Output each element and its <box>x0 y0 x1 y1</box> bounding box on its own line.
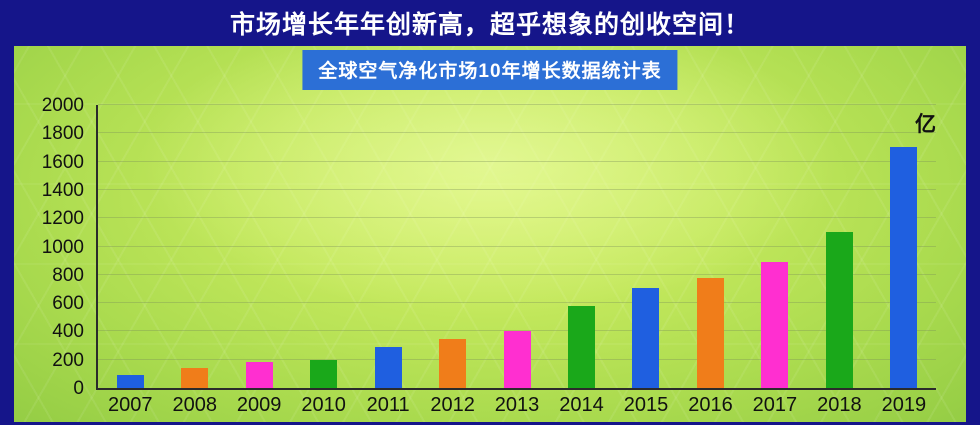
y-axis-labels: 0 200 400 600 800 1000 1200 1400 1600 1800 2000 <box>14 95 90 399</box>
y-tick-label: 1800 <box>41 123 84 145</box>
y-tick-label: 2000 <box>41 95 84 116</box>
bar-cell <box>678 105 742 388</box>
bar <box>181 368 209 388</box>
y-tick-label: 1400 <box>41 179 84 201</box>
x-tick-label: 2011 <box>366 394 410 416</box>
bar-cell <box>356 105 420 388</box>
bar <box>632 288 660 388</box>
bar-cell <box>549 105 613 388</box>
bar <box>310 359 338 388</box>
x-tick-label: 2015 <box>623 394 669 416</box>
y-tick-label: 800 <box>52 264 84 286</box>
x-tick-label: 2019 <box>881 394 927 416</box>
y-tick-label: 600 <box>52 293 84 315</box>
x-tick-label: 2007 <box>107 394 153 416</box>
right-blue-strip <box>966 0 980 425</box>
x-tick-label: 2008 <box>172 394 217 416</box>
gridline <box>98 330 936 332</box>
x-tick-label: 2013 <box>494 394 540 416</box>
left-blue-strip <box>0 0 14 425</box>
y-tick-label: 400 <box>52 321 84 343</box>
bar <box>245 361 273 388</box>
bar <box>890 146 918 388</box>
x-axis-labels: 2007 2008 2009 2010 2011 2012 2013 2014 2015 2016… <box>98 394 936 422</box>
bar-cell <box>485 105 549 388</box>
x-tick-label: 2018 <box>817 394 862 416</box>
bar <box>761 262 789 388</box>
y-tick-label: 1000 <box>41 236 84 258</box>
bar <box>825 232 853 388</box>
x-tick-label: 2012 <box>430 394 475 416</box>
y-tick-label: 1200 <box>41 208 84 230</box>
bar <box>568 305 596 388</box>
bar <box>116 375 144 388</box>
bar-cell <box>162 105 226 388</box>
bar <box>439 339 467 388</box>
subtitle-banner: 全球空气净化市场10年增长数据统计表 <box>302 50 678 90</box>
x-tick-label: 2009 <box>236 394 282 416</box>
headline-text: 市场增长年年创新高，超乎想象的创收空间！ <box>229 11 750 39</box>
bar <box>374 346 402 388</box>
y-tick-label: 200 <box>52 349 84 371</box>
bar-series <box>98 105 936 388</box>
bar-cell <box>98 105 162 388</box>
bar-cell <box>743 105 807 388</box>
bar-cell <box>420 105 484 388</box>
bar <box>503 331 531 388</box>
bar-cell <box>872 105 936 388</box>
x-tick-label: 2014 <box>559 394 604 416</box>
y-tick-label: 1600 <box>41 151 84 173</box>
bar-cell <box>227 105 291 388</box>
bar <box>696 277 724 388</box>
x-tick-label: 2017 <box>752 394 798 416</box>
bottom-blue-band <box>0 422 980 425</box>
unit-label: 亿 <box>915 113 936 136</box>
bar-cell <box>807 105 871 388</box>
bar-cell <box>614 105 678 388</box>
y-tick-label: 0 <box>73 378 84 399</box>
x-tick-label: 2016 <box>688 394 733 416</box>
x-tick-label: 2010 <box>301 394 346 416</box>
bar-cell <box>291 105 355 388</box>
